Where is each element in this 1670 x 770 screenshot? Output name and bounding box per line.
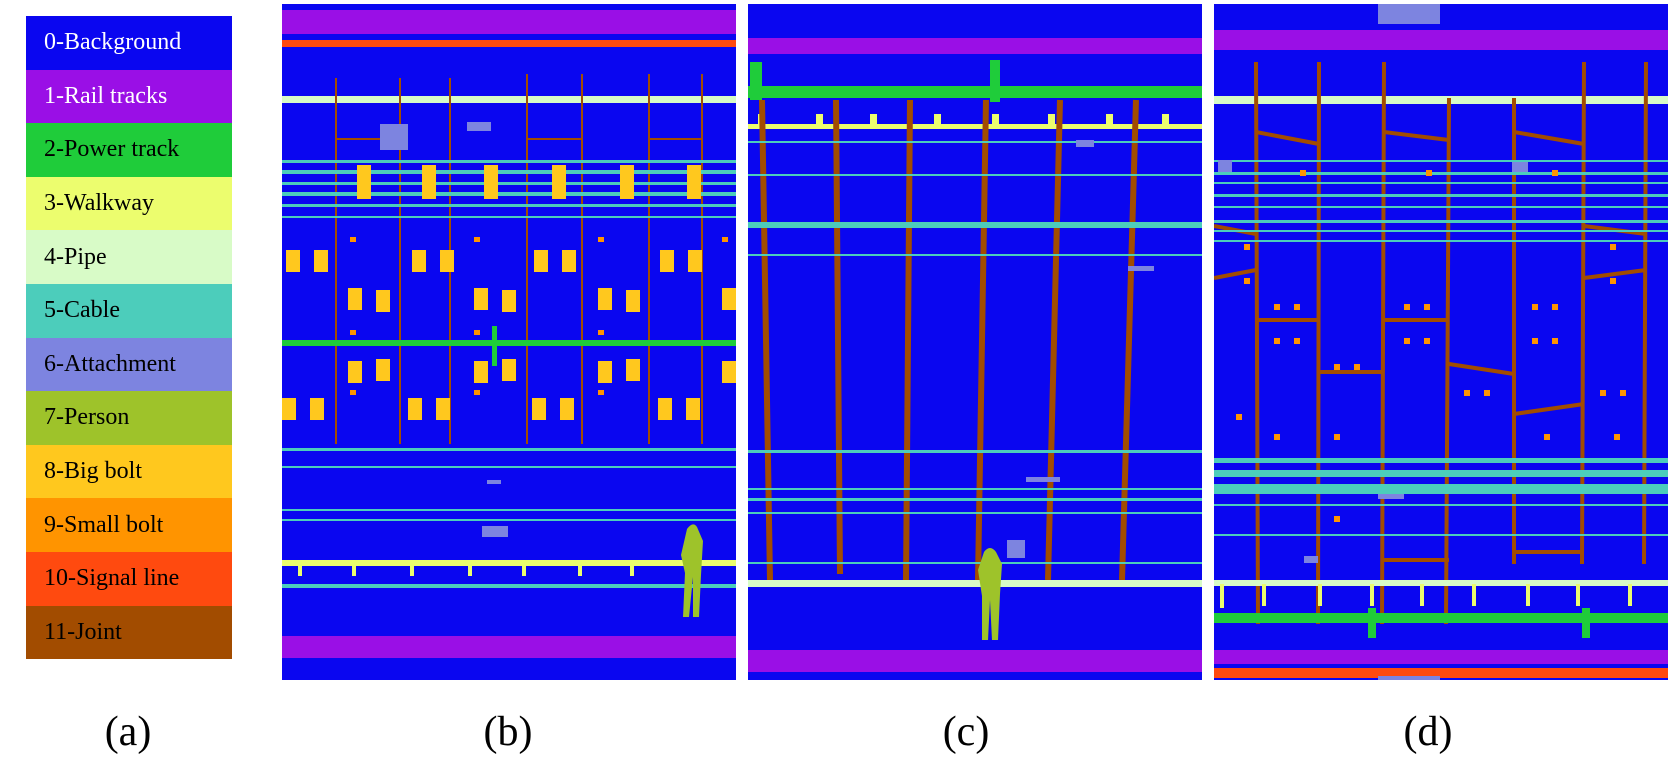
legend-label: 6-Attachment: [44, 350, 176, 377]
caption-b: (b): [483, 709, 533, 755]
legend-item-cable: 5-Cable: [26, 283, 232, 338]
legend-label: 8-Big bolt: [44, 458, 143, 485]
segmentation-panel-d: [1214, 4, 1668, 680]
legend-label: 3-Walkway: [44, 190, 155, 217]
legend-item-signal-line: 10-Signal line: [26, 551, 232, 606]
legend-item-small-bolt: 9-Small bolt: [26, 498, 232, 552]
legend-item-power-track: 2-Power track: [26, 123, 232, 177]
caption-c: (c): [942, 709, 990, 755]
class-legend: 0-Background 1-Rail tracks 2-Power track…: [26, 16, 232, 660]
legend-item-big-bolt: 8-Big bolt: [26, 444, 232, 499]
legend-label: 0-Background: [44, 29, 182, 56]
legend-item-joint: 11-Joint: [26, 605, 232, 660]
legend-label: 10-Signal line: [44, 565, 180, 592]
legend-item-pipe: 4-Pipe: [26, 230, 232, 284]
legend-label: 7-Person: [44, 404, 130, 431]
legend-item-background: 0-Background: [26, 16, 232, 70]
legend-label: 5-Cable: [44, 297, 120, 324]
legend-item-attachment: 6-Attachment: [26, 337, 232, 392]
segmentation-panel-b: [282, 4, 736, 680]
legend-label: 9-Small bolt: [44, 511, 164, 538]
legend-label: 11-Joint: [44, 618, 122, 645]
caption-d: (d): [1403, 709, 1453, 755]
legend-item-person: 7-Person: [26, 391, 232, 445]
legend-label: 2-Power track: [44, 136, 180, 163]
legend-item-walkway: 3-Walkway: [26, 176, 232, 231]
caption-a: (a): [104, 709, 152, 755]
segmentation-panel-c: [748, 4, 1202, 680]
legend-label: 1-Rail tracks: [44, 82, 168, 109]
legend-item-rail-tracks: 1-Rail tracks: [26, 69, 232, 124]
legend-label: 4-Pipe: [44, 243, 107, 270]
